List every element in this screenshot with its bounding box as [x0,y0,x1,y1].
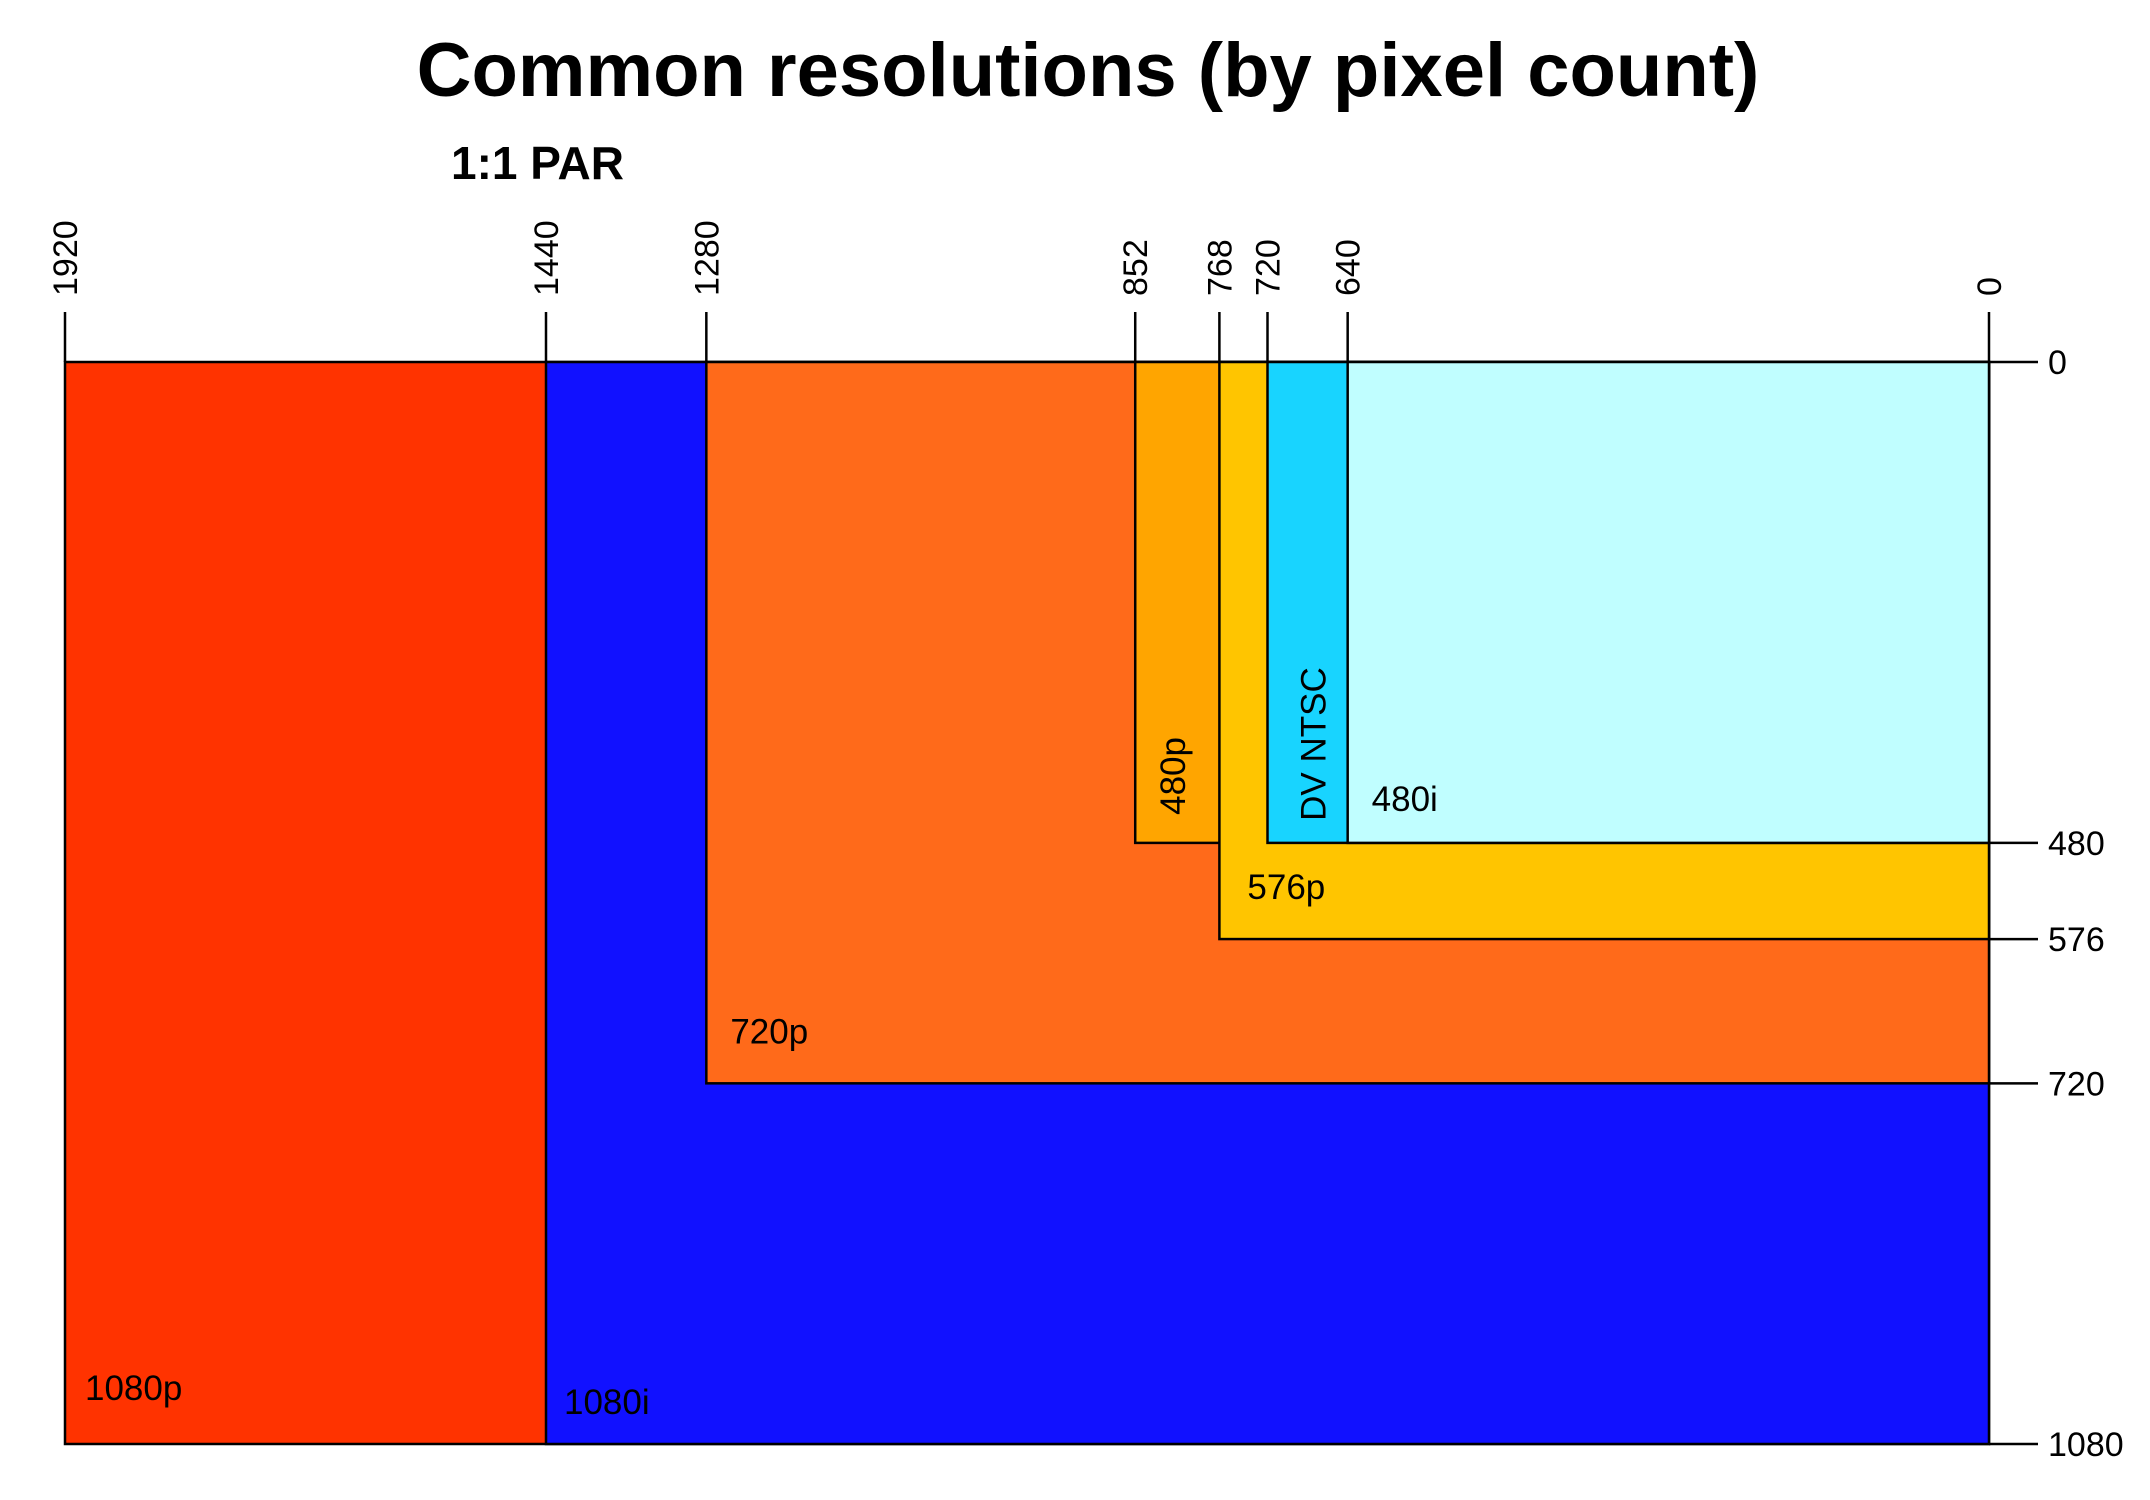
region-label-480i: 480i [1372,780,1438,819]
y-axis: 0 480 576 720 1080 [1989,344,2124,1464]
y-tick-label-576: 576 [2048,921,2105,959]
x-tick-label-1280: 1280 [688,220,726,296]
y-tick-label-720: 720 [2048,1065,2105,1103]
y-tick-label-0: 0 [2048,344,2067,382]
chart-title: Common resolutions (by pixel count) [417,28,1760,113]
x-tick-label-720: 720 [1250,239,1288,296]
region-label-1080p: 1080p [85,1369,182,1408]
y-tick-label-480: 480 [2048,825,2105,863]
x-tick-label-0: 0 [1971,277,2009,296]
x-tick-label-1920: 1920 [47,220,85,296]
y-tick-label-1080: 1080 [2048,1426,2124,1464]
region-480i [1346,360,1991,845]
region-label-720p: 720p [730,1012,808,1051]
region-label-576p: 576p [1247,868,1325,907]
regions-layer [63,360,1991,1446]
chart-subtitle: 1:1 PAR [451,137,624,189]
x-tick-label-640: 640 [1330,239,1368,296]
region-label-dv-ntsc: DV NTSC [1295,667,1334,821]
x-tick-label-1440: 1440 [528,220,566,296]
region-labels: 1080p 1080i 720p 480p 576p DV NTSC 480i [85,667,1438,1422]
x-axis: 1920 1440 1280 852 768 720 640 0 [47,220,2009,362]
region-label-480p: 480p [1154,737,1193,815]
x-tick-label-768: 768 [1201,239,1239,296]
region-label-1080i: 1080i [564,1383,650,1422]
x-tick-label-852: 852 [1117,239,1155,296]
